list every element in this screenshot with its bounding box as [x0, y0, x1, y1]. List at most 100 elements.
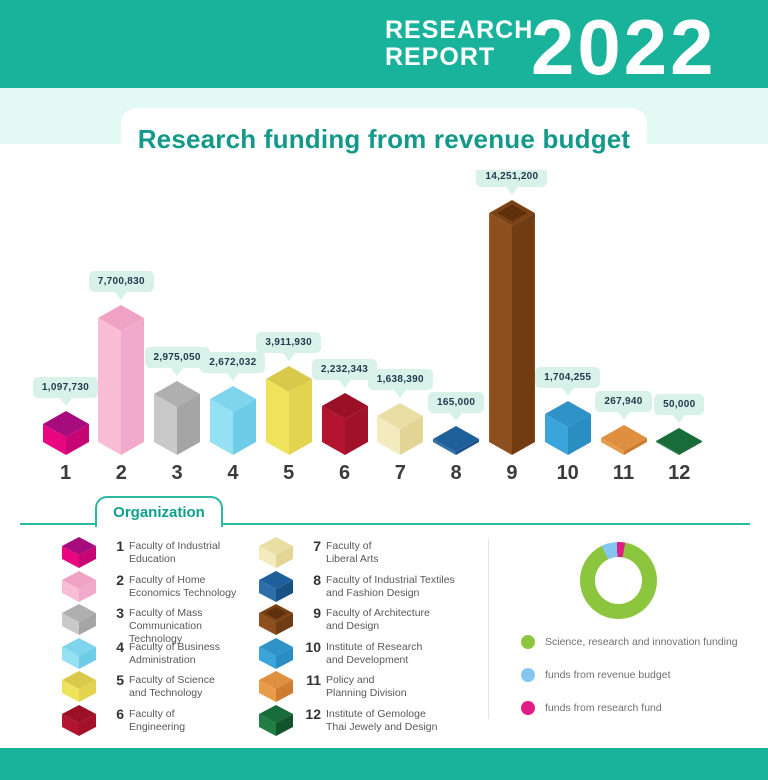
value-tooltip: 165,000: [427, 392, 485, 413]
bar-category-label: 3: [171, 462, 183, 484]
organization-item-1: 1 Faculty of Industrial Education: [58, 537, 253, 571]
cube-icon: [259, 671, 293, 702]
organization-item-5: 5 Faculty of Science and Technology: [58, 671, 253, 705]
cube-icon: [209, 386, 256, 455]
legend-label: Science, research and innovation funding: [545, 635, 738, 648]
organization-item-label: Policy and Planning Division: [326, 674, 407, 699]
value-tooltip: 14,251,200: [476, 166, 548, 187]
organization-item-number: 2: [116, 571, 124, 588]
footer-bar: [0, 748, 768, 780]
organization-item-9: 9 Faculty of Architecture and Design: [255, 604, 487, 638]
value-tooltip: 1,097,730: [32, 377, 99, 398]
organization-item-number: 1: [116, 538, 124, 554]
legend-color-dot: [521, 700, 535, 715]
report-year: 2022: [531, 3, 717, 91]
bar-category-label: 6: [338, 462, 351, 484]
organization-item-number: 8: [313, 571, 321, 588]
bar-category-label: 4: [227, 462, 239, 484]
organization-divider-line: [20, 523, 750, 525]
legend-section: 1 Faculty of Industrial Education 2 Faculty…: [0, 525, 768, 736]
bar-category-label: 7: [394, 462, 406, 484]
organization-item-number: 9: [313, 605, 321, 621]
organization-item-label: Faculty of Mass Communication Technology: [129, 607, 203, 645]
organization-item-number: 3: [116, 605, 124, 621]
organization-item-2: 2 Faculty of Home Economics Technology: [58, 570, 253, 605]
organization-item-11: 11 Policy and Planning Division: [255, 671, 487, 705]
organization-item-label: Institute of Research and Development: [326, 640, 423, 666]
value-tooltip: 3,911,930: [256, 332, 322, 353]
organization-item-label: Institute of Gemologe Thai Jewely and De…: [326, 707, 438, 733]
report-header: RESEARCH REPORT 2022: [0, 0, 768, 91]
bar-column-11: 267,940 11: [595, 166, 652, 484]
organization-legend-column-2: 7 Faculty of Liberal Arts 8 Faculty of Indu…: [255, 537, 487, 738]
bar-column-9: 14,251,200 9: [476, 166, 548, 484]
value-tooltip: 2,672,032: [200, 352, 266, 373]
value-tooltip: 267,940: [595, 391, 652, 412]
legend-label: funds from revenue budget: [545, 668, 671, 681]
bar-column-7: 1,638,390 7: [367, 166, 433, 484]
value-tooltip: 1,638,390: [367, 369, 433, 390]
cube-icon: [62, 671, 96, 702]
cube-icon: [62, 570, 96, 602]
cube-icon: [98, 305, 145, 455]
cube-icon: [265, 366, 312, 455]
bar-column-6: 2,232,343 6: [311, 166, 378, 484]
bar-column-10: 1,704,255 10: [535, 166, 601, 484]
cube-icon: [259, 570, 293, 602]
organization-item-number: 5: [116, 672, 124, 688]
bar-category-label: 5: [283, 462, 295, 484]
organization-item-label: Faculty of Business Administration: [129, 640, 221, 666]
page-title-card: Research funding from revenue budget: [121, 108, 647, 170]
organization-tab: Organization: [95, 496, 223, 527]
donut-legend: Science, research and innovation funding…: [521, 625, 738, 724]
cube-icon: [42, 411, 89, 455]
cube-icon: [62, 704, 96, 736]
cube-icon: [62, 604, 96, 635]
funding-bar-chart: 1,097,730 1 7,700,830 2 2,975,050 3 2,672,032 4…: [0, 166, 768, 484]
organization-item-number: 4: [116, 638, 124, 655]
value-tooltip: 2,232,343: [311, 359, 378, 380]
cube-icon: [600, 425, 647, 455]
organization-item-10: 10 Institute of Research and Development: [255, 637, 487, 672]
organization-item-7: 7 Faculty of Liberal Arts: [255, 537, 487, 571]
organization-item-6: 6 Faculty of Engineering: [58, 704, 253, 739]
bar-column-8: 165,000 8: [427, 166, 485, 484]
organization-legend-column-1: 1 Faculty of Industrial Education 2 Faculty…: [58, 537, 253, 738]
funding-sources-panel: Science, research and innovation funding…: [495, 525, 768, 732]
donut-legend-row: funds from research fund: [521, 691, 738, 724]
donut-hole: [595, 557, 642, 604]
cube-icon: [656, 428, 703, 455]
cube-icon: [433, 426, 480, 455]
cube-icon: [259, 704, 293, 736]
organization-item-label: Faculty of Liberal Arts: [326, 540, 379, 565]
donut-legend-row: Science, research and innovation funding: [521, 625, 738, 658]
bar-category-label: 1: [59, 462, 72, 484]
bar-category-label: 10: [556, 462, 579, 484]
legend-color-dot: [521, 634, 535, 649]
cube-icon: [377, 403, 424, 455]
vertical-divider: [488, 539, 489, 719]
donut-legend-row: funds from revenue budget: [521, 658, 738, 691]
value-tooltip: 1,704,255: [535, 367, 601, 388]
legend-color-dot: [521, 667, 535, 682]
cube-icon: [154, 381, 201, 455]
report-title-line2: REPORT: [385, 43, 496, 71]
cube-icon: [62, 537, 96, 568]
organization-item-label: Faculty of Science and Technology: [129, 674, 215, 699]
cube-icon: [259, 604, 293, 635]
organization-band: Organization: [0, 496, 768, 527]
cube-icon: [62, 637, 96, 669]
cube-icon: [259, 637, 293, 669]
mint-strip: Research funding from revenue budget: [0, 88, 768, 170]
organization-item-number: 11: [306, 672, 321, 688]
cube-icon: [259, 537, 293, 568]
organization-item-label: Faculty of Industrial Education: [129, 540, 221, 565]
bar-column-5: 3,911,930 5: [256, 166, 322, 484]
bar-column-4: 2,672,032 4: [200, 166, 266, 484]
organization-item-3: 3 Faculty of Mass Communication Technolog…: [58, 604, 253, 645]
bar-column-12: 50,000 12: [651, 166, 707, 484]
cube-icon: [544, 401, 591, 455]
organization-tab-label: Organization: [113, 504, 205, 521]
organization-item-number: 7: [313, 538, 321, 554]
bar-category-label: 12: [668, 462, 691, 484]
